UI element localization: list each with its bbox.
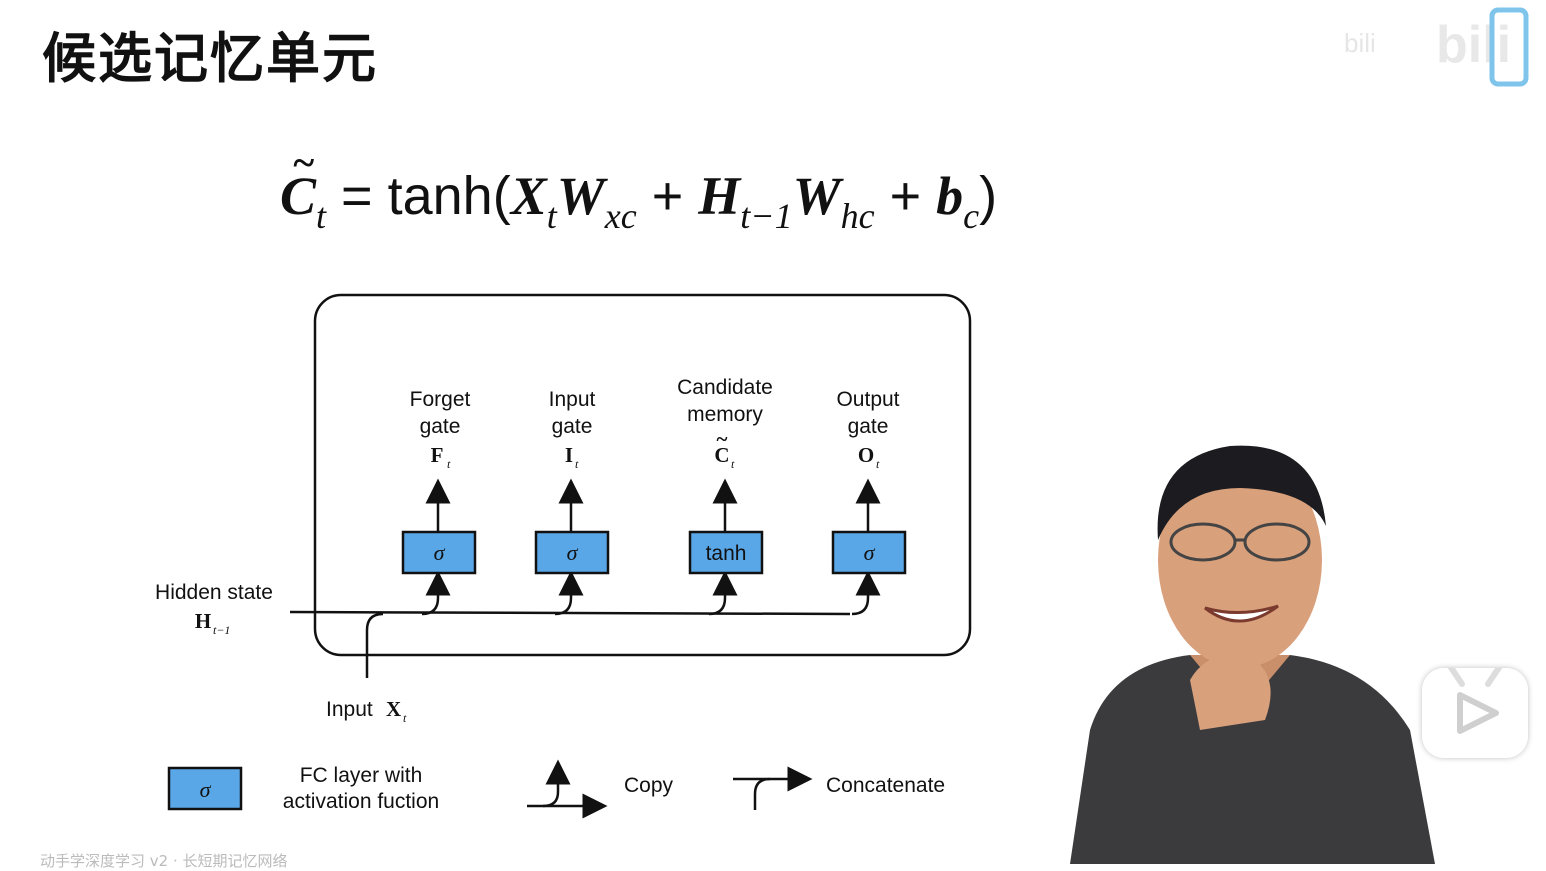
- input-label: Input: [326, 698, 373, 721]
- input-gate-activation: σ: [567, 540, 579, 565]
- forget-gate-label-2: gate: [420, 415, 461, 438]
- output-gate-symbol: O: [858, 443, 874, 467]
- legend-copy-label: Copy: [624, 774, 674, 797]
- bottom-caption: 动手学深度学习 v2 · 长短期记忆网络: [40, 850, 288, 871]
- presenter-video: [1040, 430, 1440, 869]
- candidate-connector: [709, 583, 725, 614]
- legend-fc-activation: σ: [200, 777, 212, 802]
- candidate-symbol-tilde: ~: [717, 427, 728, 451]
- candidate-label-2: memory: [687, 403, 763, 426]
- legend-fc-label-2: activation fuction: [283, 790, 439, 813]
- play-icon: [1422, 668, 1528, 758]
- candidate-symbol-sub: t: [731, 457, 735, 471]
- output-gate-label-1: Output: [836, 388, 899, 411]
- hidden-state-label: Hidden state: [155, 581, 273, 604]
- presenter-hand: [1190, 656, 1271, 731]
- play-button[interactable]: [1422, 668, 1528, 758]
- forget-gate-symbol: F: [431, 443, 444, 467]
- output-gate-label-2: gate: [848, 415, 889, 438]
- legend-concat-branch: [755, 779, 770, 810]
- output-gate-activation: σ: [864, 540, 876, 565]
- input-gate-label-2: gate: [552, 415, 593, 438]
- forget-gate-connector: [422, 583, 438, 614]
- input-symbol-sub: t: [403, 711, 407, 725]
- input-gate-symbol: I: [565, 443, 573, 467]
- forget-gate-symbol-sub: t: [447, 457, 451, 471]
- legend-fc-label-1: FC layer with: [300, 764, 423, 787]
- legend-copy-branch: [543, 772, 558, 806]
- input-gate-symbol-sub: t: [575, 457, 579, 471]
- forget-gate-label-1: Forget: [410, 388, 471, 411]
- candidate-label-1: Candidate: [677, 376, 773, 399]
- lstm-cell-border: [315, 295, 970, 655]
- input-gate-label-1: Input: [549, 388, 596, 411]
- forget-gate-activation: σ: [434, 540, 446, 565]
- input-line: [367, 614, 383, 678]
- hidden-state-line: [290, 612, 850, 614]
- output-gate-symbol-sub: t: [876, 457, 880, 471]
- hidden-state-symbol-sub: t−1: [213, 623, 230, 637]
- output-gate-connector: [852, 583, 868, 614]
- input-gate-connector: [555, 583, 571, 614]
- hidden-state-symbol: H: [195, 609, 211, 633]
- input-symbol: X: [386, 697, 401, 721]
- legend-concat-label: Concatenate: [826, 774, 945, 797]
- candidate-activation: tanh: [706, 542, 747, 565]
